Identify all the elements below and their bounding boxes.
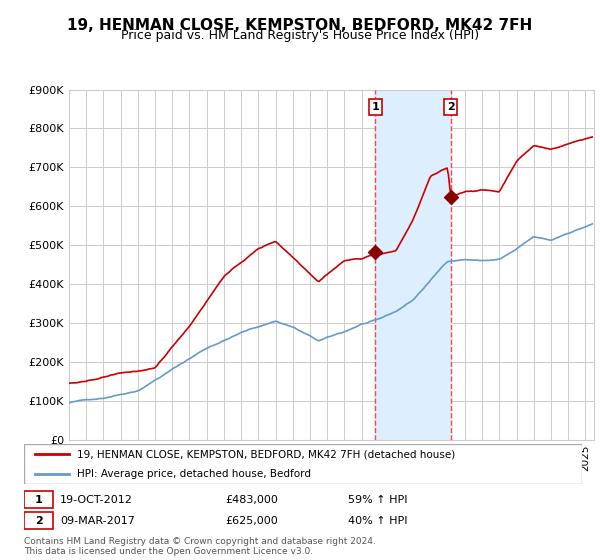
FancyBboxPatch shape	[24, 492, 53, 508]
Text: 19, HENMAN CLOSE, KEMPSTON, BEDFORD, MK42 7FH (detached house): 19, HENMAN CLOSE, KEMPSTON, BEDFORD, MK4…	[77, 449, 455, 459]
Text: HPI: Average price, detached house, Bedford: HPI: Average price, detached house, Bedf…	[77, 469, 311, 479]
Text: 19, HENMAN CLOSE, KEMPSTON, BEDFORD, MK42 7FH: 19, HENMAN CLOSE, KEMPSTON, BEDFORD, MK4…	[67, 18, 533, 33]
Text: 2: 2	[35, 516, 43, 526]
Text: 1: 1	[371, 102, 379, 112]
Text: 40% ↑ HPI: 40% ↑ HPI	[347, 516, 407, 526]
FancyBboxPatch shape	[24, 444, 582, 484]
Text: 09-MAR-2017: 09-MAR-2017	[60, 516, 135, 526]
Text: 19-OCT-2012: 19-OCT-2012	[60, 495, 133, 505]
Text: Contains HM Land Registry data © Crown copyright and database right 2024.
This d: Contains HM Land Registry data © Crown c…	[24, 537, 376, 557]
Text: £625,000: £625,000	[225, 516, 278, 526]
Point	[446, 192, 455, 201]
Text: Price paid vs. HM Land Registry's House Price Index (HPI): Price paid vs. HM Land Registry's House …	[121, 29, 479, 42]
Text: 2: 2	[447, 102, 455, 112]
Text: 1: 1	[35, 495, 43, 505]
Bar	[376, 90, 451, 440]
Text: 59% ↑ HPI: 59% ↑ HPI	[347, 495, 407, 505]
Point	[371, 248, 380, 256]
FancyBboxPatch shape	[24, 512, 53, 529]
Text: £483,000: £483,000	[225, 495, 278, 505]
